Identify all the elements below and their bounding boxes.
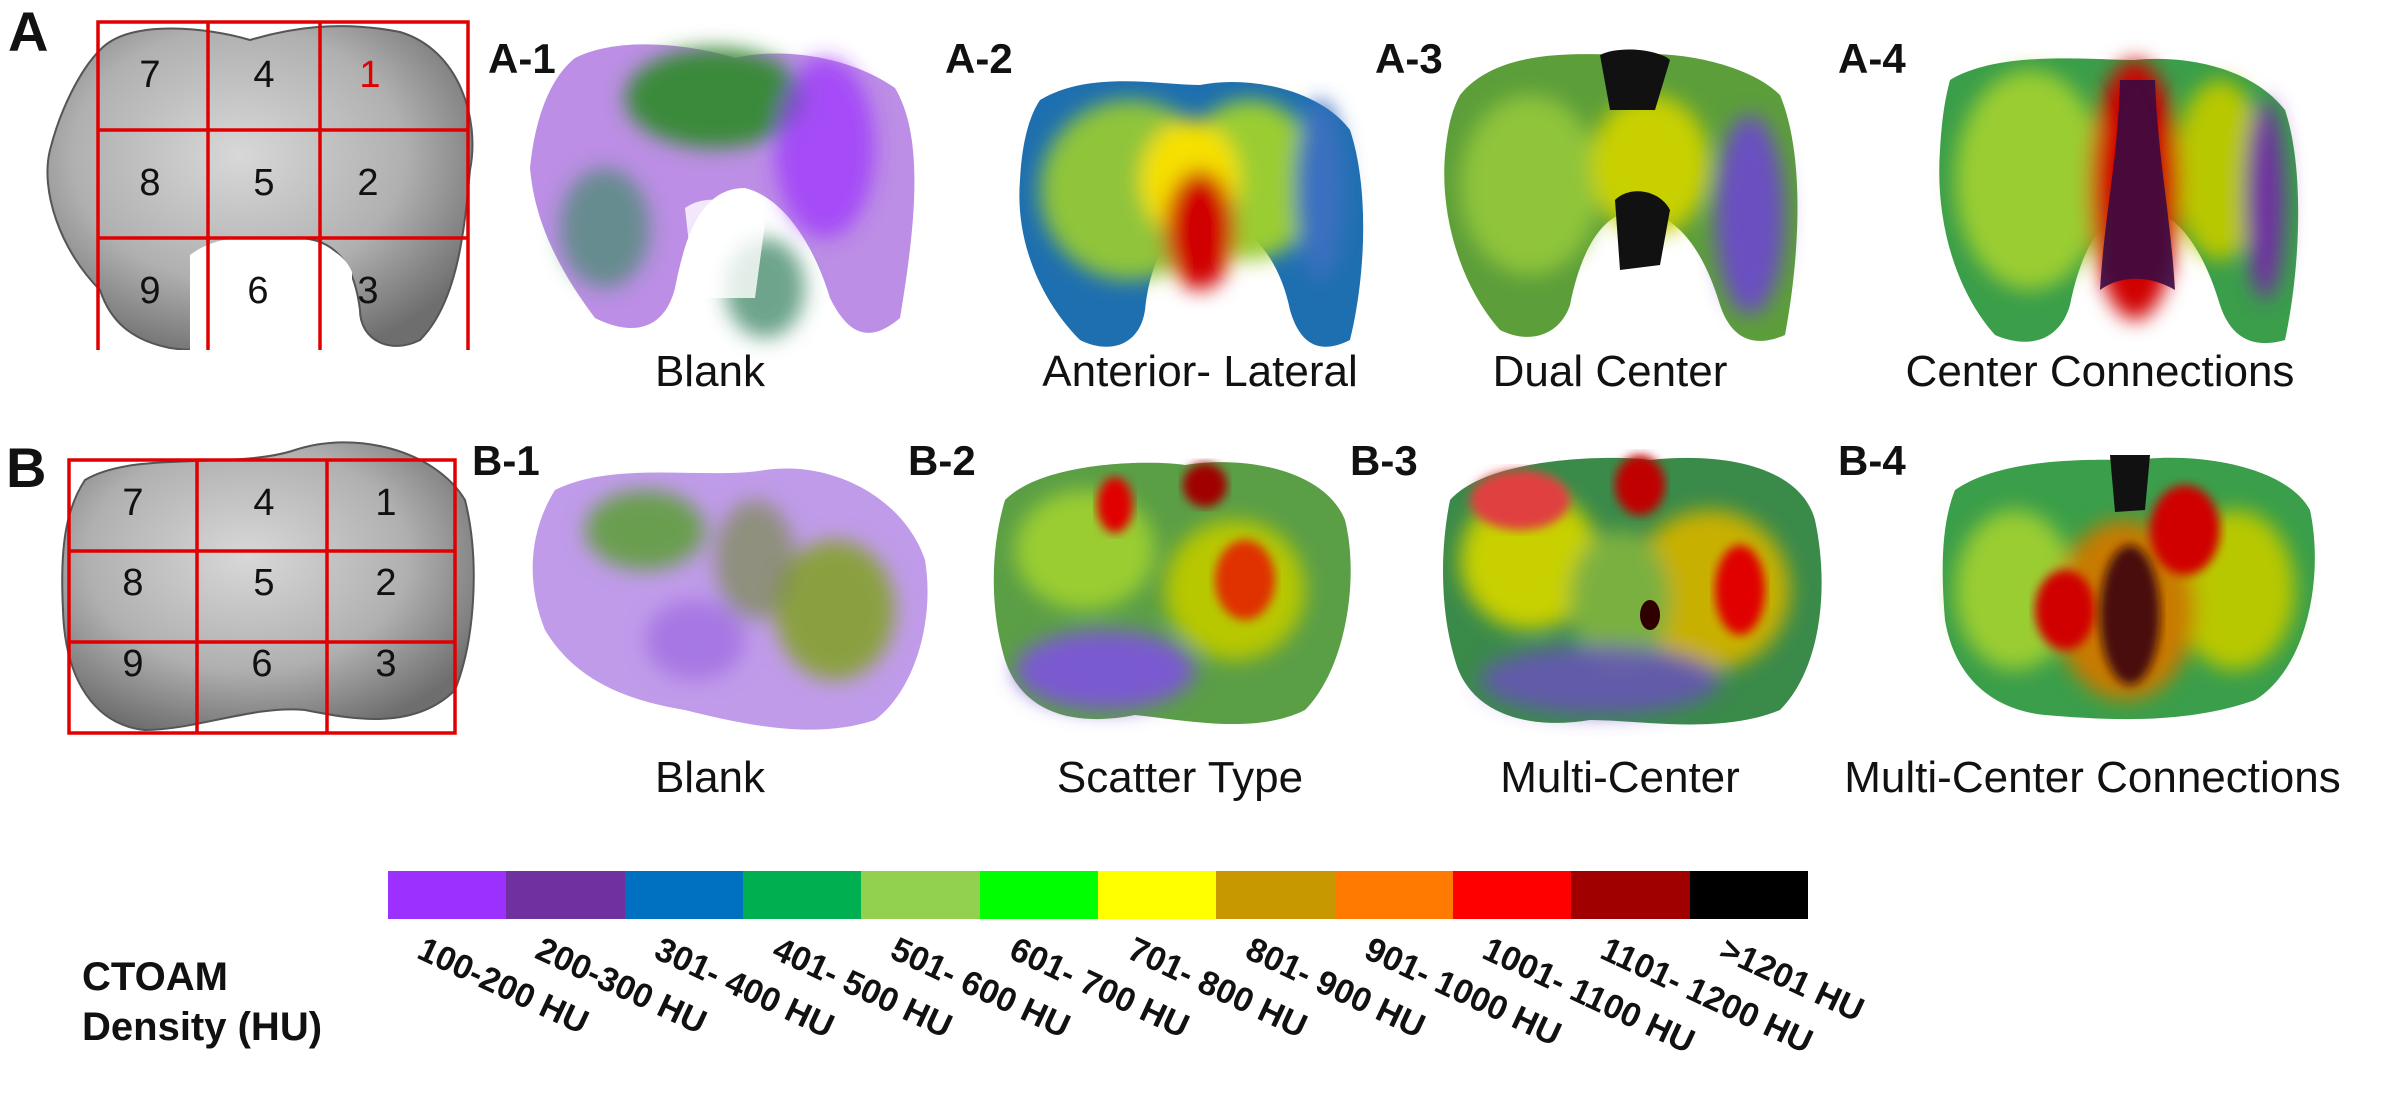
map-b2-caption: Scatter Type (1056, 753, 1304, 802)
zone-label-b-4: 4 (253, 482, 275, 524)
map-a3-label: A-3 (1375, 35, 1443, 82)
zone-label-b-6: 6 (251, 643, 273, 685)
density-map-a2 (1019, 81, 1364, 347)
density-map-a3 (1444, 49, 1798, 341)
map-a1-caption: Blank (654, 347, 766, 396)
zone-label-b-9: 9 (122, 643, 144, 685)
colorbar-segment (743, 871, 862, 919)
zone-label-a-4: 4 (253, 54, 275, 96)
map-a4-label: A-4 (1838, 35, 1906, 82)
colorbar-segment (979, 871, 1099, 919)
zone-label-a-5: 5 (253, 162, 275, 204)
map-a2-label: A-2 (945, 35, 1013, 82)
zone-label-b-2: 2 (375, 562, 397, 604)
colorbar-segment (1216, 871, 1336, 919)
map-a1-label: A-1 (488, 35, 556, 82)
map-a3-caption: Dual Center (1492, 347, 1728, 396)
zone-label-a-2: 2 (357, 162, 379, 204)
colorbar-segment (506, 871, 626, 919)
map-b3-caption: Multi-Center (1500, 753, 1740, 802)
colorbar-segment (1334, 871, 1454, 919)
density-map-a4 (1939, 58, 2299, 344)
tibia-zone-diagram (61, 441, 475, 735)
zone-grid (96, 20, 470, 350)
legend-title-line1: CTOAM (82, 955, 228, 999)
map-b1-label: B-1 (472, 437, 540, 484)
zone-label-b-8: 8 (122, 562, 144, 604)
colorbar-segment (624, 871, 744, 919)
density-map-b4 (1942, 455, 2315, 720)
zone-label-b-1: 1 (375, 482, 397, 524)
density-map-b2 (993, 462, 1351, 725)
colorbar-segment (1689, 871, 1809, 919)
map-b4-caption: Multi-Center Connections (1844, 753, 2341, 802)
femur-shape (46, 25, 474, 350)
colorbar-labels: 100-200 HU 200-300 HU 301- 400 HU 401- 500 … (388, 930, 1869, 1080)
zone-label-a-7: 7 (139, 54, 161, 96)
map-b1-caption: Blank (654, 753, 766, 802)
density-map-b1 (532, 468, 928, 730)
panel-b-letter: B (6, 436, 47, 499)
zone-label-a-6: 6 (247, 270, 269, 312)
femur-zone-diagram (46, 20, 474, 350)
density-map-b3 (1443, 455, 1822, 725)
legend-title: CTOAM Density (HU) (82, 952, 322, 1052)
zone-label-b-5: 5 (253, 562, 275, 604)
colorbar-segment (1571, 871, 1691, 919)
map-b3-label: B-3 (1350, 437, 1418, 484)
density-colorbar (388, 871, 1809, 919)
zone-label-b-7: 7 (122, 482, 144, 524)
density-map-a1 (530, 44, 915, 338)
map-a4-caption: Center Connections (1905, 347, 2295, 396)
colorbar-segment (1453, 871, 1572, 919)
map-a2-caption: Anterior- Lateral (1042, 347, 1358, 396)
legend-title-line2: Density (HU) (82, 1005, 323, 1049)
colorbar-segment (388, 871, 507, 919)
zone-label-a-9: 9 (139, 270, 161, 312)
panel-a-letter: A (8, 0, 49, 63)
zone-label-a-3: 3 (357, 270, 379, 312)
map-b2-label: B-2 (908, 437, 976, 484)
colorbar-segment (1098, 871, 1217, 919)
zone-label-a-1: 1 (359, 54, 381, 96)
zone-label-a-8: 8 (139, 162, 161, 204)
colorbar-segment (861, 871, 981, 919)
map-b4-label: B-4 (1838, 437, 1906, 484)
zone-label-b-3: 3 (375, 643, 397, 685)
